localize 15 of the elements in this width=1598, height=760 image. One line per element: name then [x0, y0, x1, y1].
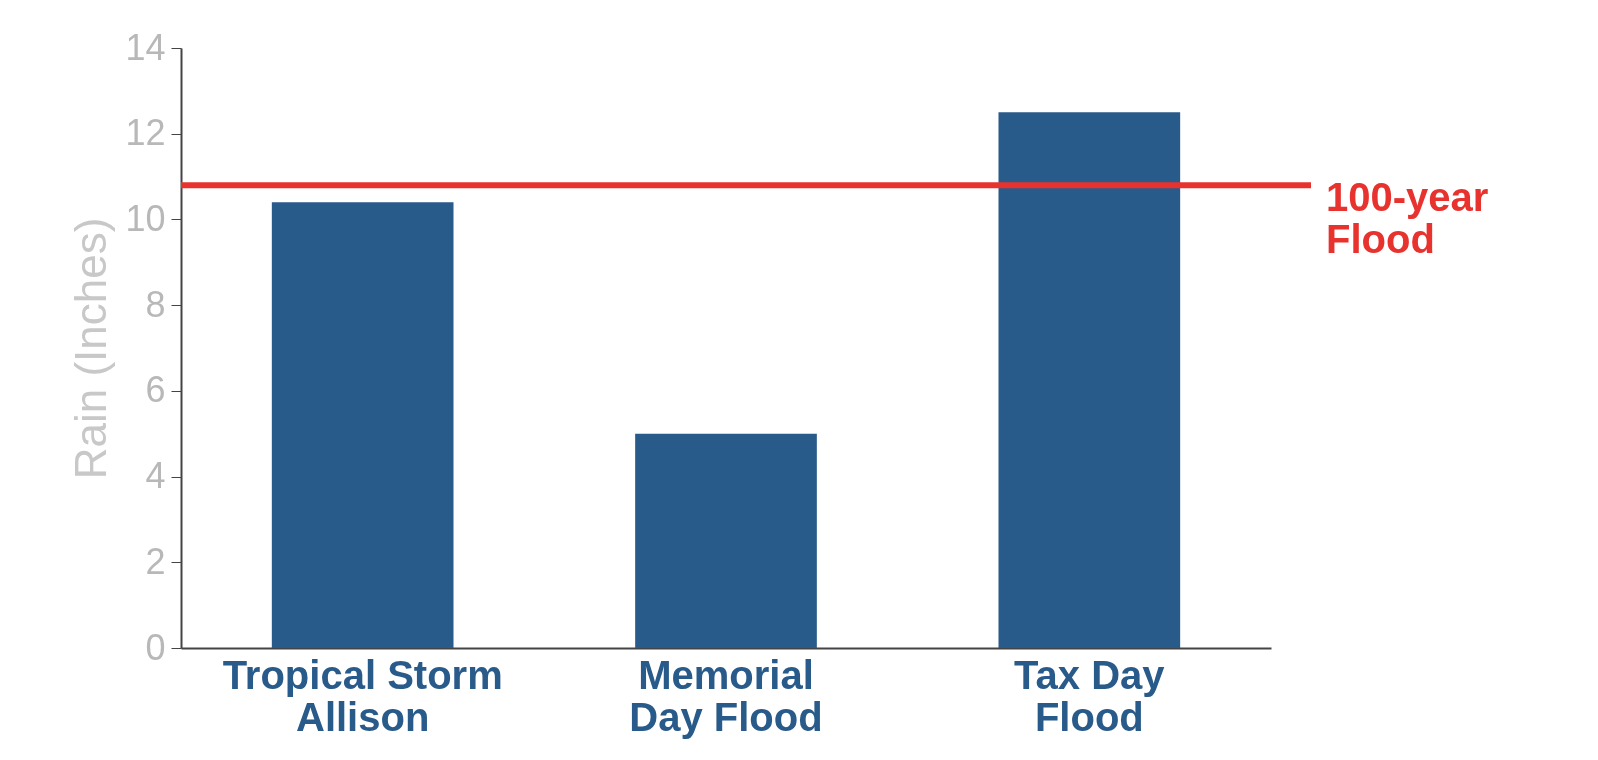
y-tick-label: 2 [145, 540, 166, 582]
y-tick-label: 6 [145, 369, 166, 411]
x-tick-label: Tropical Storm Allison [222, 652, 503, 739]
x-tick-label: Memorial Day Flood [629, 652, 823, 739]
y-tick-label: 12 [125, 112, 166, 154]
y-tick-label: 4 [145, 455, 166, 497]
y-tick-label: 0 [145, 626, 166, 668]
ref-line-label: 100-year Flood [1326, 175, 1489, 262]
y-tick-label: 14 [125, 26, 166, 68]
bar [271, 202, 454, 648]
bar [635, 433, 817, 648]
bar [998, 112, 1181, 648]
y-tick-label: 8 [145, 283, 166, 325]
y-tick-label: 10 [125, 197, 166, 239]
x-tick-label: Tax Day Flood [1014, 652, 1166, 739]
